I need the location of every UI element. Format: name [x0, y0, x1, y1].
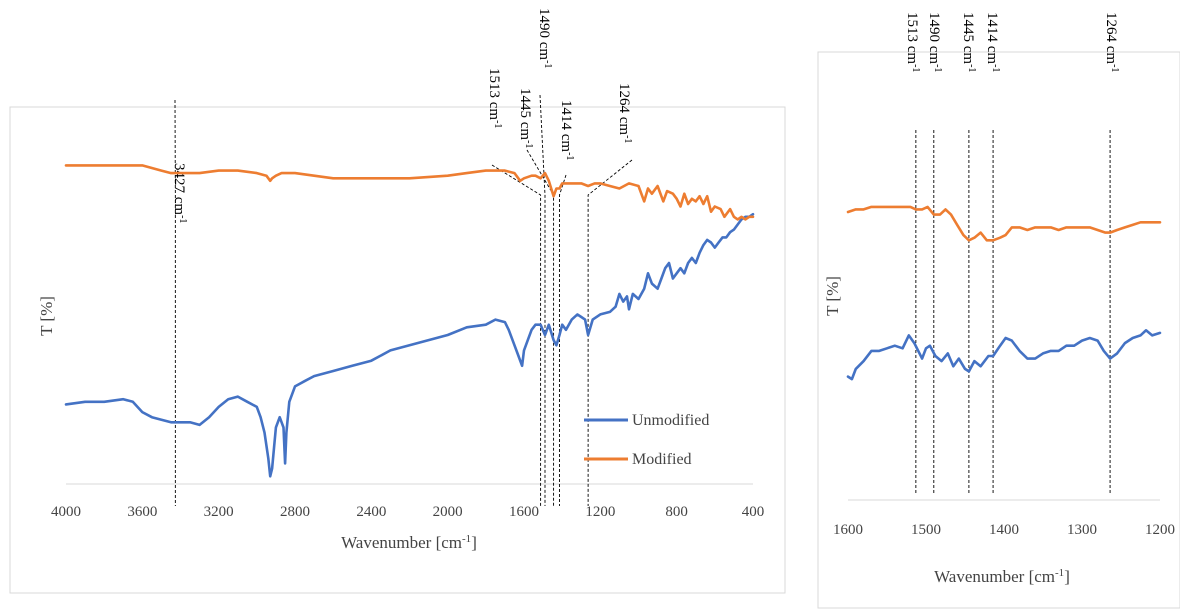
- legend-label-modified: Modified: [632, 451, 692, 468]
- main-x-tick-labels: 4000 3600 3200 2800 2400 2000 1600 1200 800 400: [51, 504, 764, 520]
- legend-label-unmodified: Unmodified: [632, 412, 709, 429]
- annotation-label-1490: 1490 cm-1: [926, 12, 943, 72]
- x-tick-label: 2800: [280, 504, 310, 520]
- annotation-label-1445: 1445 cm-1: [517, 88, 534, 148]
- x-tick-label: 1400: [989, 522, 1019, 538]
- inset-chart: 1513 cm-1 1490 cm-1 1445 cm-1 1414 cm-1 1264…: [823, 12, 1175, 586]
- inset-chart-border: [817, 51, 1180, 609]
- annotation-label-1490: 1490 cm-1: [536, 8, 553, 68]
- annotation-label-1513: 1513 cm-1: [486, 68, 503, 128]
- x-tick-label: 1200: [1145, 522, 1175, 538]
- x-tick-label: 800: [665, 504, 688, 520]
- series-line-unmodified: [64, 212, 755, 478]
- annotation-line-1414: [559, 174, 567, 506]
- inset-annotations: 1513 cm-1 1490 cm-1 1445 cm-1 1414 cm-1 1264…: [904, 12, 1120, 494]
- x-tick-label: 2400: [356, 504, 386, 520]
- x-tick-label: 1300: [1067, 522, 1097, 538]
- series-line-unmodified: [846, 328, 1162, 381]
- inset-x-axis-title: Wavenumber [cm-1]: [934, 567, 1070, 586]
- x-tick-label: 400: [742, 504, 765, 520]
- inset-y-axis-title: T [%]: [823, 276, 842, 316]
- x-tick-label: 1500: [911, 522, 941, 538]
- main-legend: Unmodified Modified: [584, 412, 709, 468]
- annotation-label-1264: 1264 cm-1: [616, 83, 633, 143]
- inset-x-tick-labels: 1600 1500 1400 1300 1200: [833, 522, 1175, 538]
- main-x-axis-title: Wavenumber [cm-1]: [341, 533, 477, 552]
- annotation-line-1264: [587, 159, 633, 506]
- main-chart: 3427 cm-1 1513 cm-1 1490 cm-1 1445 cm-1 1414…: [37, 8, 764, 552]
- main-y-axis-title: T [%]: [37, 296, 56, 336]
- x-tick-label: 1200: [585, 504, 615, 520]
- annotation-line-1490: [539, 94, 546, 506]
- main-chart-border: [9, 106, 786, 594]
- series-line-modified: [64, 164, 755, 221]
- x-tick-label: 3600: [127, 504, 157, 520]
- annotation-label-1445: 1445 cm-1: [960, 12, 977, 72]
- series-line-modified: [846, 205, 1162, 242]
- annotation-label-1414: 1414 cm-1: [558, 100, 575, 160]
- x-tick-label: 4000: [51, 504, 81, 520]
- x-tick-label: 3200: [204, 504, 234, 520]
- main-annotations: 3427 cm-1 1513 cm-1 1490 cm-1 1445 cm-1 1414…: [171, 8, 633, 506]
- inset-series: [846, 205, 1162, 381]
- x-tick-label: 1600: [509, 504, 539, 520]
- annotation-label-3427: 3427 cm-1: [171, 163, 188, 223]
- annotation-label-1513: 1513 cm-1: [904, 12, 921, 72]
- annotation-label-1414: 1414 cm-1: [984, 12, 1001, 72]
- x-tick-label: 2000: [433, 504, 463, 520]
- annotation-label-1264: 1264 cm-1: [1103, 12, 1120, 72]
- annotation-line-1513: [491, 164, 542, 506]
- main-series: [64, 164, 755, 478]
- x-tick-label: 1600: [833, 522, 863, 538]
